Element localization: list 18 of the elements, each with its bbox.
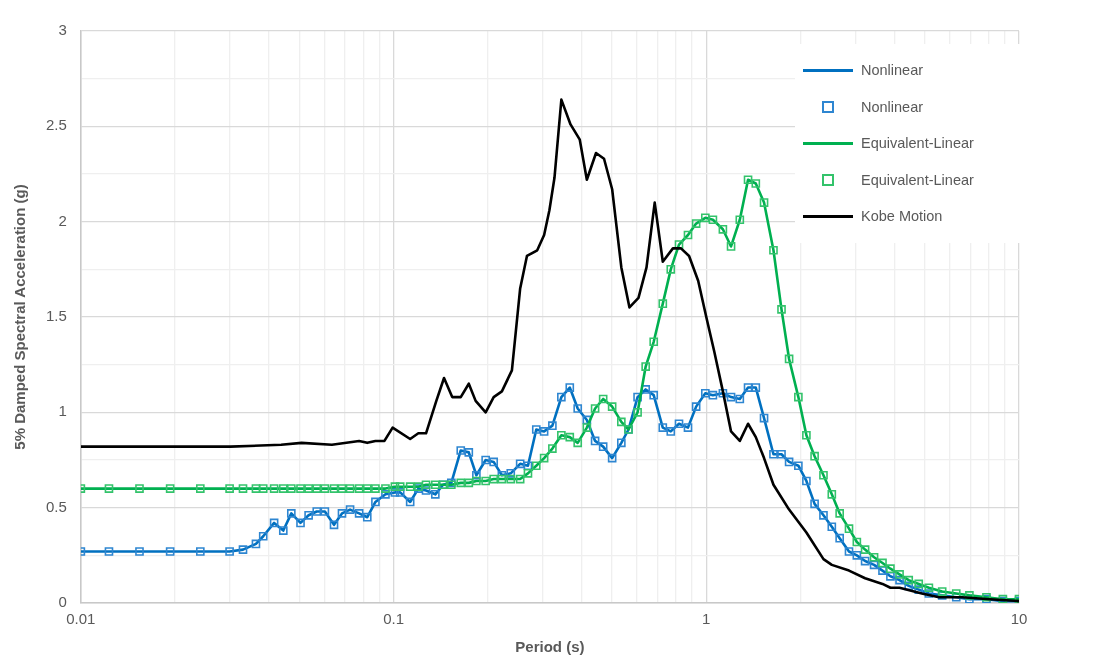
y-tick-label: 1: [58, 402, 67, 420]
x-axis-title: Period (s): [515, 638, 585, 656]
x-tick-label: 10: [1010, 610, 1028, 628]
legend-label: Kobe Motion: [861, 208, 943, 225]
y-tick-label: 2.5: [45, 116, 67, 134]
x-tick-label: 0.1: [383, 610, 404, 628]
legend-label: Equivalent-Linear: [861, 171, 974, 188]
legend-label: Nonlinear: [861, 98, 924, 115]
y-tick-label: 3: [58, 21, 67, 39]
y-tick-label: 2: [58, 211, 67, 229]
legend-label: Equivalent-Linear: [861, 135, 974, 152]
x-tick-label: 1: [702, 610, 711, 628]
y-tick-label: 0.5: [45, 497, 67, 515]
y-tick-label: 0: [58, 593, 67, 611]
y-tick-label: 1.5: [45, 307, 67, 325]
y-axis-title: 5% Damped Spectral Acceleration (g): [11, 184, 29, 450]
legend-label: Nonlinear: [861, 62, 924, 79]
x-tick-label: 0.01: [66, 610, 96, 628]
